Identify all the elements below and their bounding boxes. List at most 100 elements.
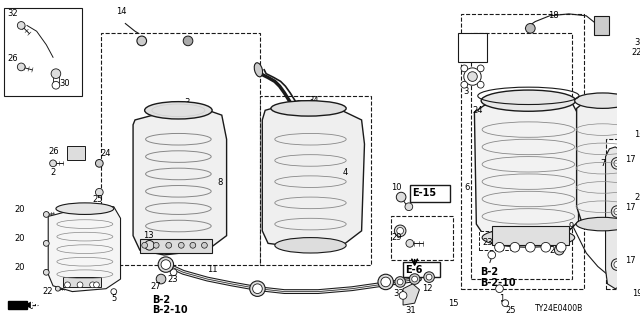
Polygon shape (403, 284, 419, 305)
Polygon shape (474, 96, 579, 241)
Circle shape (477, 65, 484, 72)
Circle shape (611, 206, 623, 217)
Circle shape (141, 243, 148, 248)
Bar (67, 146, 85, 160)
Text: 25: 25 (93, 195, 103, 204)
Circle shape (525, 24, 535, 33)
Bar (410, 185, 451, 202)
Ellipse shape (468, 72, 477, 81)
Circle shape (17, 21, 25, 29)
Text: 20: 20 (15, 263, 25, 272)
Circle shape (395, 276, 406, 287)
Circle shape (634, 55, 639, 60)
Text: B-2: B-2 (480, 267, 499, 277)
Bar (594, 16, 609, 35)
Circle shape (95, 188, 103, 196)
Text: 25: 25 (505, 306, 516, 316)
Circle shape (170, 269, 177, 276)
Ellipse shape (275, 237, 346, 253)
Bar (492, 226, 569, 245)
Circle shape (556, 243, 566, 252)
Circle shape (611, 157, 623, 169)
Text: 35: 35 (634, 38, 640, 47)
Text: B-2-10: B-2-10 (152, 305, 188, 315)
Text: 21: 21 (550, 246, 560, 255)
Bar (101, 33, 260, 265)
Text: B-2: B-2 (152, 295, 170, 305)
Text: 14: 14 (116, 7, 126, 16)
Polygon shape (577, 97, 632, 228)
Bar (479, 231, 513, 250)
Circle shape (426, 274, 432, 280)
Text: 10: 10 (392, 183, 402, 192)
Text: 1: 1 (499, 294, 505, 303)
Polygon shape (48, 205, 120, 292)
Circle shape (95, 159, 103, 167)
Circle shape (632, 188, 640, 197)
Circle shape (461, 81, 468, 88)
Text: 8: 8 (217, 178, 222, 187)
Circle shape (502, 300, 509, 307)
Circle shape (17, 63, 25, 71)
Ellipse shape (56, 203, 114, 214)
Text: 22: 22 (632, 48, 640, 57)
Circle shape (93, 282, 99, 288)
Polygon shape (36, 28, 50, 43)
Circle shape (634, 190, 639, 195)
Text: E-15: E-15 (412, 188, 436, 198)
Circle shape (632, 125, 640, 134)
Circle shape (90, 282, 95, 288)
Circle shape (253, 284, 262, 293)
Circle shape (183, 36, 193, 46)
Circle shape (554, 245, 564, 255)
Text: 27: 27 (150, 282, 161, 291)
Circle shape (406, 239, 413, 247)
Text: 7: 7 (601, 159, 606, 168)
Text: 9: 9 (569, 221, 574, 230)
Text: FR.: FR. (29, 300, 45, 309)
Text: E-6: E-6 (405, 265, 422, 276)
Ellipse shape (482, 228, 575, 247)
Ellipse shape (145, 102, 212, 119)
Circle shape (488, 251, 495, 259)
Circle shape (156, 274, 166, 284)
Circle shape (65, 282, 70, 288)
Circle shape (202, 243, 207, 248)
Text: 15: 15 (449, 299, 459, 308)
Polygon shape (605, 147, 627, 289)
Circle shape (510, 243, 520, 252)
Circle shape (614, 160, 620, 166)
Circle shape (161, 260, 171, 269)
Circle shape (166, 243, 172, 248)
Text: 24: 24 (472, 106, 483, 115)
Text: 26: 26 (48, 147, 59, 156)
Text: 2: 2 (50, 169, 56, 178)
Circle shape (111, 289, 116, 294)
Circle shape (145, 241, 154, 250)
Circle shape (44, 212, 49, 217)
Circle shape (397, 279, 403, 285)
Text: 3: 3 (184, 98, 189, 107)
Text: 19: 19 (632, 289, 640, 298)
Text: 23: 23 (482, 238, 493, 247)
Circle shape (137, 36, 147, 46)
Circle shape (634, 127, 639, 132)
Bar (461, 14, 584, 289)
Ellipse shape (575, 93, 630, 108)
Ellipse shape (271, 101, 346, 116)
Text: 29: 29 (392, 233, 402, 242)
Text: 32: 32 (8, 9, 19, 18)
Circle shape (77, 282, 83, 288)
Circle shape (44, 269, 49, 275)
Circle shape (378, 274, 394, 290)
Text: 33: 33 (394, 289, 404, 298)
Circle shape (405, 203, 413, 211)
Circle shape (424, 272, 435, 283)
Circle shape (614, 261, 620, 268)
Circle shape (154, 243, 159, 248)
Text: 6: 6 (465, 183, 470, 192)
Circle shape (632, 52, 640, 62)
Text: 31: 31 (405, 306, 415, 316)
Circle shape (399, 292, 407, 299)
Text: 20: 20 (15, 234, 25, 243)
